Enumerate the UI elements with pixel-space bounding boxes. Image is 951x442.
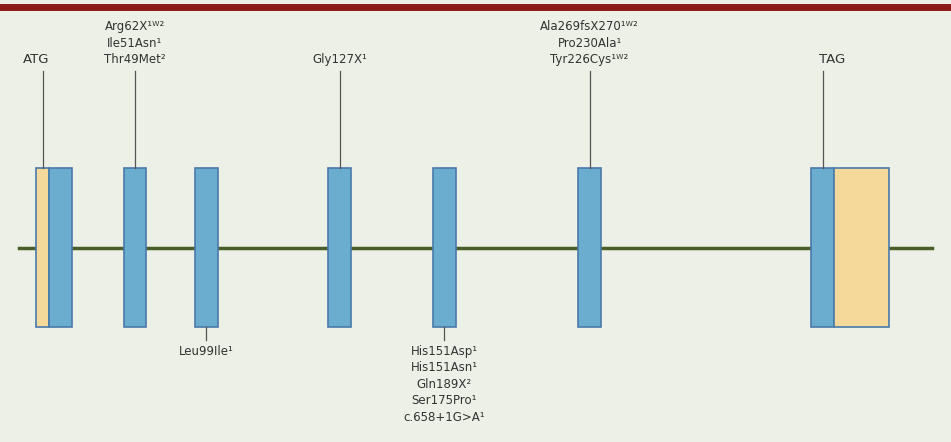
Bar [578,168,601,327]
Bar [124,168,146,327]
Bar [36,168,49,327]
Text: Gly127X¹: Gly127X¹ [312,53,367,66]
Text: TAG: TAG [819,53,845,66]
Text: Leu99Ile¹: Leu99Ile¹ [179,345,234,358]
Bar [195,168,218,327]
Text: His151Asp¹
His151Asn¹
Gln189X²
Ser175Pro¹
c.658+1G>A¹: His151Asp¹ His151Asn¹ Gln189X² Ser175Pro… [403,345,485,424]
Bar [834,168,889,327]
Text: ATG: ATG [23,53,49,66]
Bar [433,168,456,327]
Bar [328,168,351,327]
Text: Arg62X¹ᵂ²
Ile51Asn¹
Thr49Met²: Arg62X¹ᵂ² Ile51Asn¹ Thr49Met² [105,20,165,66]
Text: Ala269fsX270¹ᵂ²
Pro230Ala¹
Tyr226Cys¹ᵂ²: Ala269fsX270¹ᵂ² Pro230Ala¹ Tyr226Cys¹ᵂ² [540,20,639,66]
Bar [811,168,834,327]
Bar [49,168,72,327]
